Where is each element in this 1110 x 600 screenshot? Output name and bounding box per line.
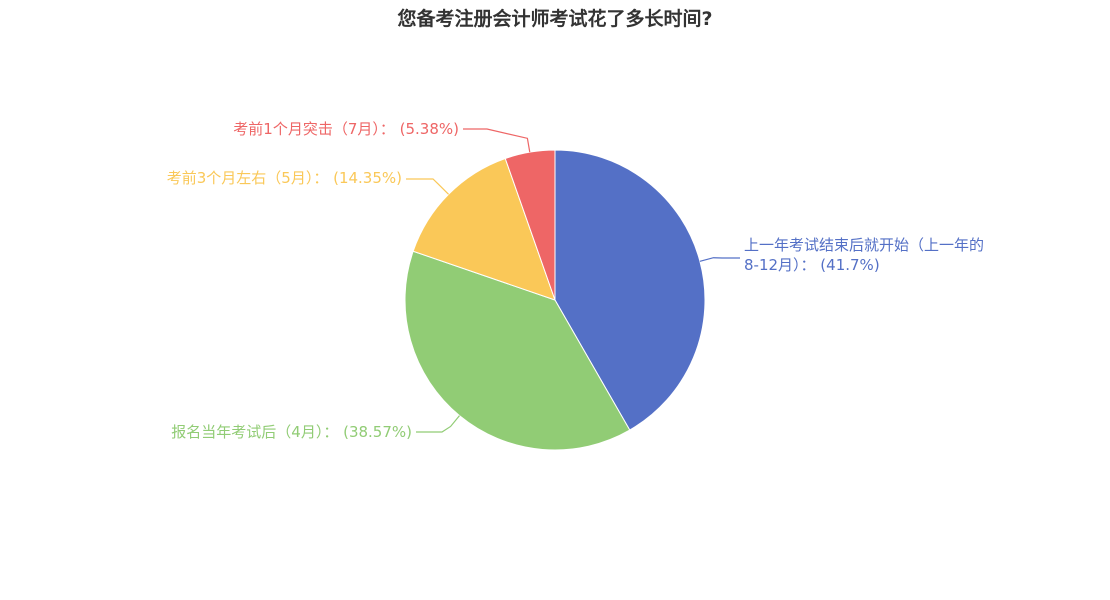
pie-slice[interactable] [504,149,556,301]
slice-label: 报名当年考试后（4月）： (38.57%) [171,423,412,441]
slice-label: 8-12月）： (41.7%) [744,256,880,274]
leader-line [416,415,460,433]
leader-line [463,128,531,153]
leader-line [699,257,740,262]
chart-title: 您备考注册会计师考试花了多长时间? [397,8,713,30]
leader-line [406,178,449,195]
slice-label: 上一年考试结束后就开始（上一年的 [744,236,984,254]
slice-label: 考前1个月突击（7月）： (5.38%) [233,120,459,138]
pie-slice[interactable] [554,149,706,431]
slice-label: 考前3个月左右（5月）： (14.35%) [167,169,402,187]
